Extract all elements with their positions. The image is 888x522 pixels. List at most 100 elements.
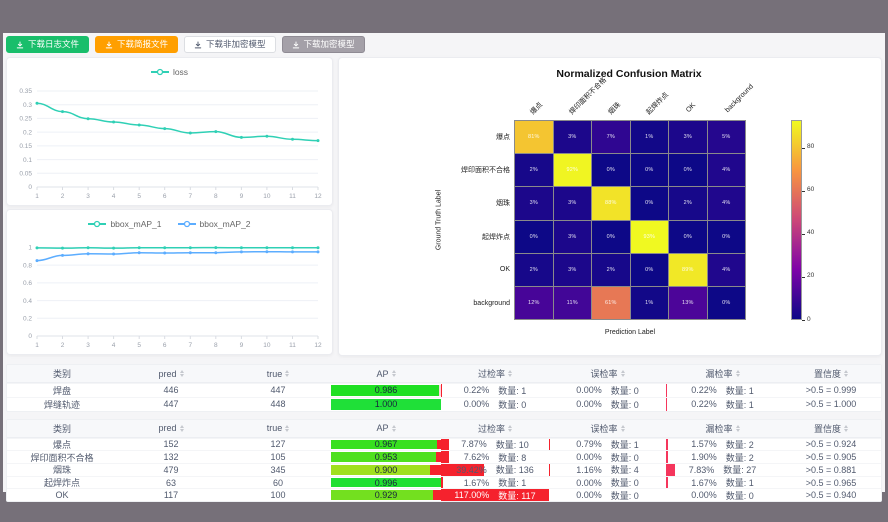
- svg-text:5: 5: [137, 193, 141, 200]
- column-header[interactable]: true: [225, 420, 331, 437]
- svg-text:6: 6: [163, 193, 167, 200]
- rate-percent: 0.00%: [576, 477, 602, 488]
- svg-text:3: 3: [86, 342, 90, 349]
- column-header[interactable]: 过检率: [441, 420, 549, 437]
- column-header[interactable]: AP: [331, 365, 441, 382]
- rate-count: 数量: 2: [725, 439, 754, 450]
- column-header[interactable]: pred: [117, 420, 225, 437]
- legend-item-loss[interactable]: loss: [150, 67, 188, 77]
- rate-percent: 0.22%: [463, 385, 490, 396]
- sort-icon: [620, 424, 625, 432]
- table-row: OK 117 100 0.929 117.00% 数量: 117 0.00% 数量: 0 0.0…: [7, 488, 881, 502]
- download-plain-model-button[interactable]: 下载非加密模型: [184, 36, 276, 53]
- svg-text:8: 8: [214, 193, 218, 200]
- column-header[interactable]: 漏检率: [666, 420, 779, 437]
- over-rate-cell: 7.87% 数量: 10: [441, 438, 549, 451]
- svg-text:6: 6: [163, 342, 167, 349]
- matrix-column-label: 爆点: [529, 101, 545, 117]
- column-header[interactable]: pred: [117, 365, 225, 382]
- rate-percent: 0.00%: [576, 490, 602, 501]
- rate-count: 数量: 0: [610, 385, 639, 396]
- button-label: 下载非加密模型: [206, 39, 266, 50]
- matrix-cell: 81%: [515, 121, 553, 154]
- table-row: 爆点 152 127 0.967 7.87% 数量: 10 0.79% 数量: 1 1.57% 数…: [7, 437, 881, 451]
- category-cell: 起焊炸点: [43, 478, 80, 488]
- svg-text:12: 12: [314, 193, 322, 200]
- rate-bar: [666, 438, 668, 451]
- ap-cell: 0.996: [331, 477, 441, 489]
- matrix-row-label: 爆点: [496, 133, 510, 141]
- matrix-cell: 3%: [553, 187, 591, 220]
- matrix-column-label: 焊印面积不合格: [568, 76, 608, 117]
- ap-bar: [331, 398, 441, 410]
- legend-item-bbox_mAP_2[interactable]: bbox_mAP_2: [177, 219, 251, 229]
- column-header[interactable]: 过检率: [441, 365, 549, 382]
- download-log-button[interactable]: 下载日志文件: [6, 36, 90, 53]
- sort-icon: [508, 370, 512, 377]
- column-header[interactable]: 置信度: [779, 365, 881, 382]
- matrix-cell: 12%: [515, 286, 553, 319]
- rate-count: 数量: 1: [610, 439, 639, 450]
- rate-count: 数量: 1: [725, 385, 754, 396]
- download-encrypted-model-button[interactable]: 下载加密模型: [281, 36, 365, 53]
- column-header[interactable]: true: [225, 365, 331, 382]
- svg-text:4: 4: [112, 342, 116, 349]
- colorbar-tick: [802, 320, 805, 321]
- rate-bar: [666, 463, 675, 476]
- svg-text:9: 9: [240, 342, 244, 349]
- colorbar-tick: [802, 233, 805, 235]
- rate-count: 数量: 1: [498, 385, 527, 396]
- false-rate-cell: 0.00% 数量: 0: [549, 384, 666, 397]
- column-header[interactable]: 误检率: [549, 365, 666, 382]
- confidence-cell: >0.5 = 0.924: [805, 439, 857, 450]
- colorbar: [791, 120, 802, 320]
- miss-rate-cell: 1.90% 数量: 2: [666, 451, 779, 463]
- miss-rate-cell: 1.57% 数量: 2: [666, 438, 779, 451]
- matrix-column-label: OK: [685, 101, 698, 114]
- category-cell: 焊盘: [52, 385, 71, 396]
- column-header-label: 误检率: [590, 423, 618, 434]
- miss-rate-cell: 0.22% 数量: 1: [666, 397, 779, 411]
- rate-bar: [441, 384, 442, 397]
- table-row: 烟珠 479 345 0.900 39.42% 数量: 136 1.16% 数量: 4 7.83…: [7, 462, 881, 476]
- svg-text:12: 12: [314, 342, 322, 349]
- rate-count: 数量: 0: [725, 490, 754, 501]
- rate-count: 数量: 1: [498, 478, 527, 488]
- ap-cell: 0.900: [331, 464, 441, 476]
- ap-cell: 0.967: [331, 439, 441, 451]
- category-cell: 焊缝轨迹: [43, 399, 80, 410]
- over-rate-cell: 1.67% 数量: 1: [441, 476, 549, 489]
- svg-text:10: 10: [263, 193, 271, 200]
- over-rate-cell: 7.62% 数量: 8: [441, 451, 549, 463]
- sort-icon: [285, 424, 290, 432]
- false-rate-cell: 0.00% 数量: 0: [549, 398, 666, 411]
- legend-item-bbox_mAP_1[interactable]: bbox_mAP_1: [88, 219, 162, 229]
- ap-bar-remainder: [439, 385, 441, 396]
- loss-chart: 00.050.10.150.20.250.30.351 2 3 4 5 6 7 8 9 10 11 1…: [19, 88, 322, 200]
- rate-percent: 0.00%: [691, 490, 717, 501]
- confusion-matrix-grid: 81% 3% 7% 1% 3% 5% 2% 92% 0% 0% 0% 4% 3% 3% 88% 0% 2% 4% 0…: [514, 120, 746, 320]
- download-report-button[interactable]: 下载简报文件: [95, 36, 179, 53]
- confidence-cell: >0.5 = 0.881: [805, 464, 857, 475]
- column-header[interactable]: 漏检率: [666, 365, 779, 382]
- column-header[interactable]: AP: [331, 420, 441, 437]
- confidence-cell: >0.5 = 0.999: [805, 385, 857, 396]
- svg-text:2: 2: [61, 342, 65, 349]
- svg-text:8: 8: [214, 342, 218, 349]
- rate-percent: 0.00%: [576, 399, 602, 410]
- pred-cell: 63: [165, 477, 176, 488]
- rate-count: 数量: 0: [498, 399, 527, 410]
- rate-percent: 0.22%: [691, 399, 717, 410]
- sort-icon: [285, 370, 290, 377]
- column-header-label: 过检率: [477, 423, 505, 434]
- column-header[interactable]: 误检率: [549, 420, 666, 437]
- miss-rate-cell: 7.83% 数量: 27: [666, 463, 779, 476]
- column-header-label: pred: [158, 423, 177, 434]
- true-cell: 448: [270, 399, 286, 410]
- sort-icon: [179, 424, 184, 432]
- rate-percent: 1.67%: [463, 477, 490, 488]
- y-axis-label: Ground Truth Label: [435, 189, 443, 251]
- column-header[interactable]: 置信度: [779, 420, 881, 437]
- column-header: 类别: [7, 420, 117, 437]
- true-cell: 127: [270, 439, 286, 450]
